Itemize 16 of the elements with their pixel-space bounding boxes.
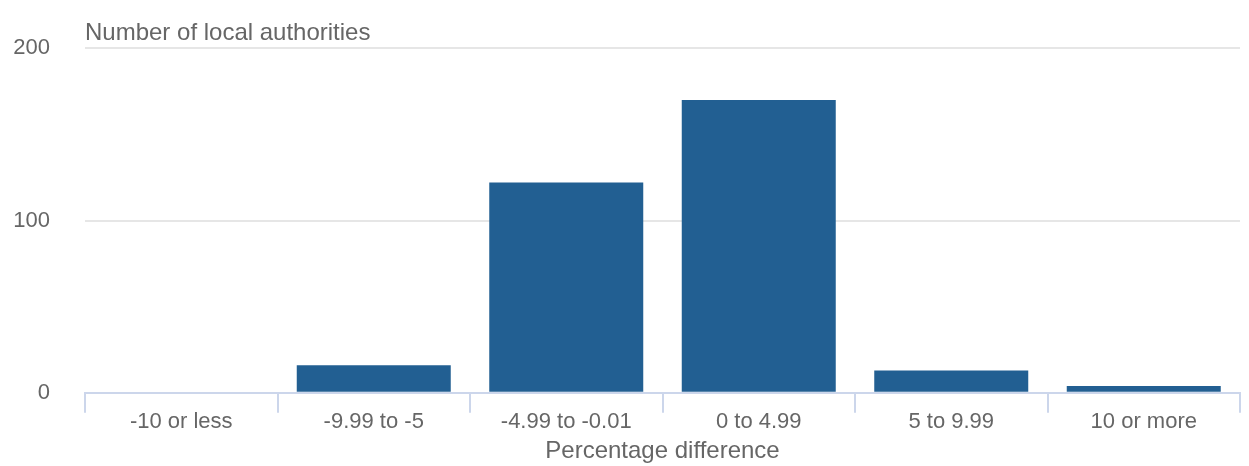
x-tick-label: 0 to 4.99 <box>715 408 802 434</box>
bar <box>1066 385 1221 392</box>
x-tick-label: -10 or less <box>129 408 233 434</box>
bar <box>874 370 1029 392</box>
bar <box>681 99 836 392</box>
bar <box>489 182 644 392</box>
y-tick-label: 200 <box>13 34 50 60</box>
y-tick-label: 0 <box>37 378 50 404</box>
bar <box>296 365 451 392</box>
x-tick-label: 5 to 9.99 <box>908 408 995 434</box>
x-axis-title: Percentage difference <box>545 436 780 464</box>
x-tick-label: 10 or more <box>1090 408 1197 434</box>
x-tick-label: -9.99 to -5 <box>323 408 424 434</box>
x-tick-label: -4.99 to -0.01 <box>500 408 632 434</box>
y-tick-label: 100 <box>13 206 50 232</box>
y-axis-title: Number of local authorities <box>85 18 371 46</box>
